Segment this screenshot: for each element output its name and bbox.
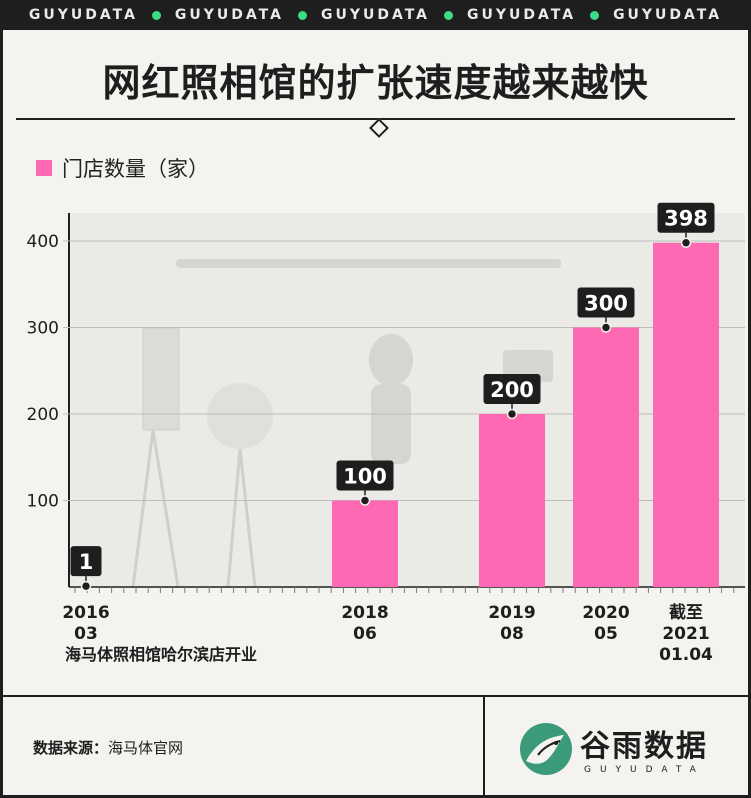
bar [332, 500, 398, 587]
studio-light-bar-icon [176, 259, 561, 268]
legend-swatch [36, 160, 52, 176]
card: 网红照相馆的扩张速度越来越快 门店数量（家） 100 200 300 400 1 2016… [3, 30, 748, 795]
x-tick-label: 2016 [62, 603, 109, 623]
source-label: 数据来源： [33, 739, 109, 757]
data-label-box [483, 374, 541, 404]
brand-dot-icon [444, 10, 454, 20]
tripod-leg-icon [226, 448, 242, 588]
softbox-icon [142, 327, 180, 431]
x-tick-label: 06 [353, 624, 377, 644]
brand-text: GUYUDATA [174, 7, 284, 23]
x-tick-label: 08 [500, 624, 524, 644]
brand-text: GUYUDATA [320, 7, 431, 23]
y-tick-label: 400 [27, 232, 59, 252]
legend-label: 门店数量（家） [62, 157, 209, 181]
data-point [359, 495, 371, 506]
x-tick-label: 2021 [662, 624, 709, 644]
bar [479, 414, 545, 587]
x-tick-label: 2018 [341, 603, 388, 623]
x-tick-label: 2019 [488, 603, 535, 623]
y-tick-label: 200 [27, 405, 59, 425]
data-point [80, 580, 92, 592]
x-tick-label: 05 [594, 624, 618, 644]
x-tick-label: 截至 [669, 602, 703, 623]
model-silhouette-icon [371, 384, 411, 464]
tripod-leg-icon [238, 448, 257, 588]
x-tick-label: 01.04 [659, 645, 713, 665]
tripod-leg-icon [131, 429, 155, 588]
data-label: 1 [79, 550, 94, 574]
data-label: 200 [490, 378, 534, 402]
brand-dot-icon [590, 10, 600, 20]
brand-text: GUYUDATA [467, 7, 577, 23]
data-point [600, 322, 612, 333]
legend: 门店数量（家） [36, 153, 209, 183]
data-label-box [657, 202, 715, 233]
data-point [506, 408, 518, 420]
data-label: 398 [664, 207, 708, 231]
data-label: 100 [343, 465, 387, 489]
title-box: 网红照相馆的扩张速度越来越快 [16, 40, 735, 120]
x-tick-label: 2020 [582, 603, 629, 623]
annotation: 海马体照相馆哈尔滨店开业 [65, 645, 257, 664]
brand-dot-icon [151, 10, 161, 20]
data-point [680, 237, 692, 248]
data-label-box [336, 460, 394, 491]
bar [653, 242, 719, 588]
studio-reflector-icon [207, 383, 273, 449]
bird-logo-icon [520, 723, 572, 775]
brand-text: GUYUDATA [613, 7, 723, 23]
data-source: 数据来源：海马体官网 [33, 737, 183, 758]
x-tick-label: 03 [74, 624, 98, 644]
brand-strip: GUYUDATA GUYUDATA GUYUDATA GUYUDATA GUYUDATA [0, 0, 751, 30]
page-title: 网红照相馆的扩张速度越来越快 [102, 60, 649, 105]
brand-text: GUYUDATA [28, 7, 138, 23]
footer-divider [483, 697, 485, 795]
bar [573, 327, 639, 587]
source-value: 海马体官网 [108, 739, 184, 757]
brand-strip-items: GUYUDATA GUYUDATA GUYUDATA GUYUDATA GUYUDATA [0, 0, 751, 30]
logo-subtitle: GUYUDATA [584, 765, 705, 775]
data-label-box [70, 546, 102, 577]
model-silhouette-icon [369, 334, 413, 386]
data-label: 300 [584, 292, 628, 316]
logo: 谷雨数据 GUYUDATA [518, 717, 733, 787]
data-label-box [577, 287, 635, 318]
logo-name: 谷雨数据 [580, 729, 708, 764]
footer: 数据来源：海马体官网 谷雨数据 GUYUDATA [3, 695, 748, 795]
y-tick-label: 100 [27, 492, 59, 512]
tripod-leg-icon [151, 429, 180, 588]
brand-dot-icon [297, 10, 307, 20]
y-tick-label: 300 [27, 319, 59, 339]
